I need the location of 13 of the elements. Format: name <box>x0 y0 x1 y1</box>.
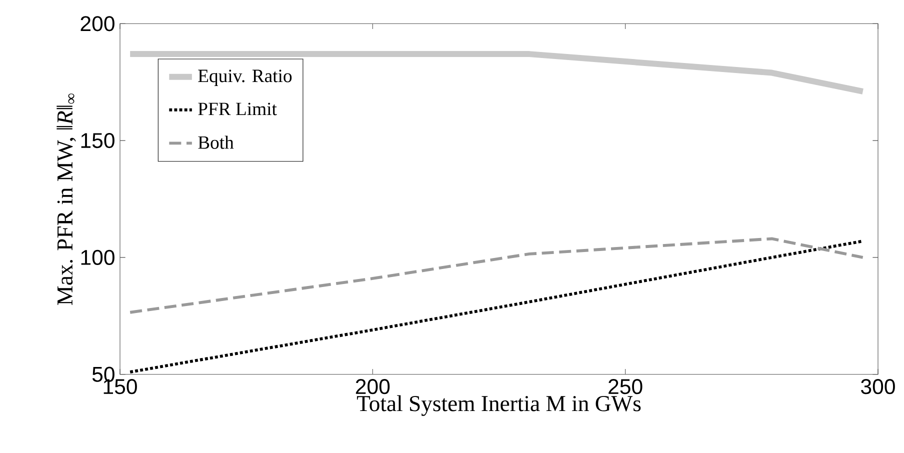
x-tick-label: 250 <box>608 378 642 394</box>
legend-label: Equiv. Ratio <box>198 70 292 86</box>
x-tick-label: 300 <box>861 378 895 394</box>
x-tick-label: 200 <box>356 378 390 394</box>
y-tick-label: 150 <box>81 132 114 148</box>
y-tick-label: 200 <box>80 16 114 32</box>
line-series <box>128 239 864 374</box>
x-axis-title: Total System Inertia M in GWs <box>356 395 641 416</box>
legend-label: Both <box>198 136 234 149</box>
legend-label: PFR Limit <box>198 102 277 116</box>
line-series <box>128 237 864 314</box>
y-axis-title: Max. PFR in MW, ‖R‖$_{∞}$ <box>56 93 76 305</box>
y-tick-label: 100 <box>81 250 114 265</box>
